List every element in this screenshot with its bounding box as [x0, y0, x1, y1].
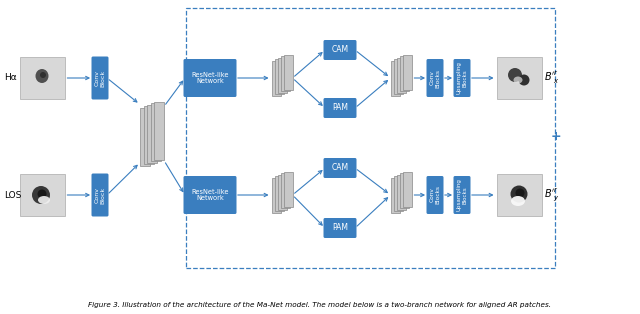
- Bar: [497, 57, 541, 99]
- Text: +: +: [550, 130, 561, 143]
- Text: Hα: Hα: [4, 73, 17, 83]
- Bar: [397, 175, 406, 209]
- Bar: [403, 55, 412, 89]
- Bar: [394, 59, 403, 94]
- Ellipse shape: [38, 190, 47, 198]
- Text: Conv
Blocks: Conv Blocks: [429, 186, 440, 204]
- Ellipse shape: [32, 186, 50, 204]
- Bar: [284, 55, 292, 89]
- Bar: [399, 56, 408, 91]
- Text: Conv
Blocks: Conv Blocks: [429, 68, 440, 88]
- Bar: [19, 57, 65, 99]
- FancyBboxPatch shape: [92, 174, 109, 216]
- Text: ResNet-like
Network: ResNet-like Network: [191, 72, 228, 84]
- FancyBboxPatch shape: [92, 57, 109, 100]
- Bar: [275, 176, 284, 211]
- FancyBboxPatch shape: [426, 176, 444, 214]
- Ellipse shape: [511, 196, 525, 206]
- Bar: [140, 107, 150, 165]
- FancyBboxPatch shape: [323, 40, 356, 60]
- Text: Figure 3. Illustration of the architecture of the Ma-Net model. The model below : Figure 3. Illustration of the architectu…: [88, 302, 552, 308]
- FancyBboxPatch shape: [184, 176, 237, 214]
- Ellipse shape: [38, 196, 50, 204]
- Text: ResNet-like
Network: ResNet-like Network: [191, 189, 228, 201]
- Text: Conv
Block: Conv Block: [95, 187, 106, 203]
- Text: LOS: LOS: [4, 191, 21, 199]
- Text: $B'^r_y$: $B'^r_y$: [545, 187, 560, 203]
- Bar: [186, 8, 555, 268]
- Bar: [497, 174, 541, 216]
- Text: Upsampling
Blocks: Upsampling Blocks: [457, 179, 467, 211]
- Bar: [280, 56, 289, 91]
- Ellipse shape: [35, 69, 49, 83]
- Text: PAM: PAM: [332, 224, 348, 232]
- Bar: [19, 174, 65, 216]
- FancyBboxPatch shape: [323, 218, 356, 238]
- Bar: [403, 171, 412, 207]
- Text: CAM: CAM: [332, 164, 349, 172]
- Bar: [143, 106, 154, 164]
- FancyBboxPatch shape: [426, 59, 444, 97]
- Text: Conv
Block: Conv Block: [95, 69, 106, 87]
- Bar: [284, 171, 292, 207]
- FancyBboxPatch shape: [323, 158, 356, 178]
- Bar: [278, 57, 287, 93]
- Text: CAM: CAM: [332, 46, 349, 55]
- Bar: [150, 103, 161, 161]
- FancyBboxPatch shape: [454, 59, 470, 97]
- Ellipse shape: [518, 74, 529, 85]
- Bar: [147, 105, 157, 163]
- Bar: [399, 173, 408, 208]
- FancyBboxPatch shape: [454, 176, 470, 214]
- Bar: [154, 101, 164, 160]
- Bar: [397, 57, 406, 93]
- Ellipse shape: [513, 77, 522, 84]
- Bar: [280, 173, 289, 208]
- Text: PAM: PAM: [332, 104, 348, 112]
- Bar: [275, 59, 284, 94]
- FancyBboxPatch shape: [184, 59, 237, 97]
- Bar: [394, 176, 403, 211]
- Bar: [390, 177, 399, 213]
- Bar: [278, 175, 287, 209]
- Ellipse shape: [508, 68, 522, 82]
- Ellipse shape: [511, 186, 527, 203]
- FancyBboxPatch shape: [323, 98, 356, 118]
- Bar: [390, 61, 399, 95]
- Bar: [271, 177, 280, 213]
- Ellipse shape: [40, 72, 46, 78]
- Ellipse shape: [515, 188, 525, 198]
- Bar: [271, 61, 280, 95]
- Text: Upsampling
Blocks: Upsampling Blocks: [457, 62, 467, 95]
- Text: $B'^r_x$: $B'^r_x$: [545, 70, 560, 86]
